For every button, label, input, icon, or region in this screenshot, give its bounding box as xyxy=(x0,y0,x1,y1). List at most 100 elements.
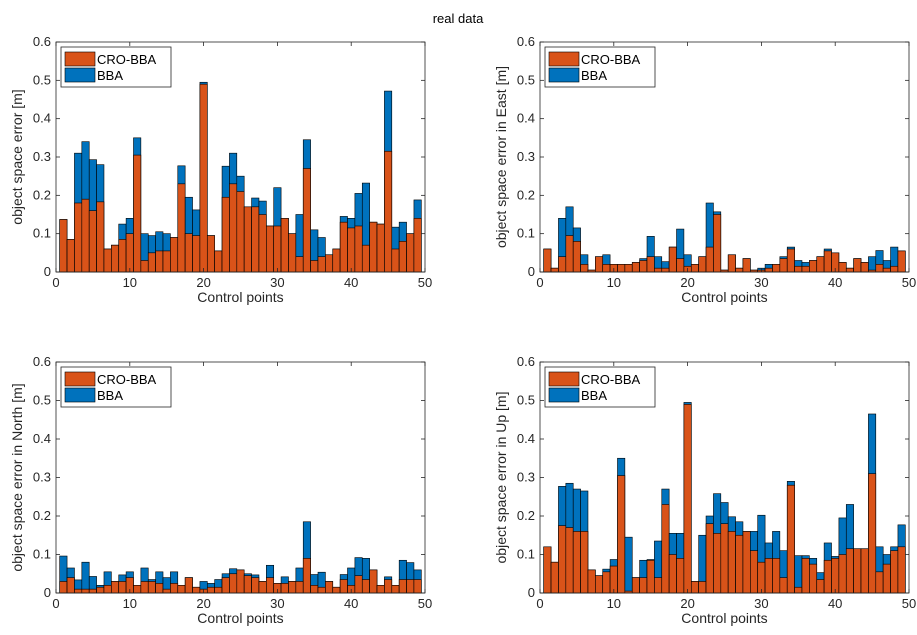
bar-cro-bba xyxy=(838,554,847,594)
bar-cro-bba xyxy=(742,258,751,273)
bar-cro-bba xyxy=(258,214,267,273)
bar-cro-bba xyxy=(295,581,304,594)
bar-cro-bba xyxy=(243,575,252,594)
bar-cro-bba xyxy=(206,235,215,273)
bar-cro-bba xyxy=(96,201,105,273)
bar-cro-bba xyxy=(177,183,186,273)
bar-cro-bba xyxy=(266,577,275,594)
legend-label: CRO-BBA xyxy=(581,52,641,67)
x-tick-label: 50 xyxy=(902,275,916,290)
bar-cro-bba xyxy=(376,584,385,594)
bar-cro-bba xyxy=(631,577,640,594)
x-tick-label: 0 xyxy=(536,596,543,611)
y-tick-label: 0 xyxy=(528,264,535,279)
bar-cro-bba xyxy=(602,264,611,273)
y-tick-label: 0.5 xyxy=(517,72,535,87)
legend-swatch xyxy=(64,67,96,83)
bar-cro-bba xyxy=(347,227,356,273)
bar-cro-bba xyxy=(133,584,142,594)
bar-cro-bba xyxy=(74,588,83,594)
bar-cro-bba xyxy=(882,267,891,273)
legend-swatch xyxy=(64,51,96,67)
bar-cro-bba xyxy=(845,267,854,273)
bar-cro-bba xyxy=(801,265,810,273)
bar-cro-bba xyxy=(170,237,179,273)
bar-cro-bba xyxy=(816,579,825,594)
bar-cro-bba xyxy=(125,233,134,273)
bar-cro-bba xyxy=(816,256,825,273)
bar-cro-bba xyxy=(133,154,142,273)
bar-cro-bba xyxy=(384,579,393,594)
bar-cro-bba xyxy=(391,584,400,594)
bar-cro-bba xyxy=(332,586,341,594)
legend-swatch xyxy=(64,387,96,403)
y-tick-label: 0.4 xyxy=(517,431,535,446)
bar-cro-bba xyxy=(236,191,245,273)
bar-bba xyxy=(868,256,877,273)
bar-cro-bba xyxy=(875,571,884,594)
bar-cro-bba xyxy=(580,531,589,594)
bar-cro-bba xyxy=(809,563,818,594)
bar-cro-bba xyxy=(118,239,127,273)
legend-label: CRO-BBA xyxy=(581,372,641,387)
bar-cro-bba xyxy=(332,248,341,273)
bar-cro-bba xyxy=(646,559,655,594)
x-tick-label: 30 xyxy=(270,275,284,290)
bar-cro-bba xyxy=(214,586,223,594)
y-tick-label: 0.1 xyxy=(33,547,51,562)
bar-cro-bba xyxy=(735,267,744,273)
x-tick-label: 40 xyxy=(828,596,842,611)
bar-cro-bba xyxy=(280,218,289,273)
bar-cro-bba xyxy=(727,254,736,273)
x-axis-label: Control points xyxy=(681,289,767,305)
bar-cro-bba xyxy=(875,264,884,273)
legend-swatch xyxy=(548,387,580,403)
bar-cro-bba xyxy=(595,256,604,273)
bar-cro-bba xyxy=(890,265,899,273)
bar-cro-bba xyxy=(103,248,112,273)
bar-cro-bba xyxy=(288,233,297,273)
bar-cro-bba xyxy=(617,475,626,594)
legend-label: BBA xyxy=(97,388,123,403)
bar-cro-bba xyxy=(221,196,230,273)
y-tick-label: 0 xyxy=(528,585,535,600)
bar-cro-bba xyxy=(406,579,415,594)
bar-cro-bba xyxy=(229,183,238,273)
bar-cro-bba xyxy=(698,256,707,273)
chart-panel-overall: 0 10 20 30 40 50 0 0.1 0.2 0.3 0.4 0.5 0.6 Control po… xyxy=(9,34,432,305)
y-tick-label: 0.5 xyxy=(33,393,51,408)
bar-cro-bba xyxy=(897,250,906,273)
bar-cro-bba xyxy=(118,581,127,594)
bar-cro-bba xyxy=(184,233,193,273)
bar-cro-bba xyxy=(823,559,832,594)
bar-cro-bba xyxy=(772,264,781,273)
y-tick-label: 0.4 xyxy=(33,431,51,446)
bar-cro-bba xyxy=(310,584,319,594)
y-tick-label: 0.2 xyxy=(517,187,535,202)
bar-cro-bba xyxy=(661,504,670,594)
x-tick-label: 0 xyxy=(52,596,59,611)
x-tick-label: 20 xyxy=(196,275,210,290)
bar-cro-bba xyxy=(572,531,581,594)
y-tick-label: 0.3 xyxy=(517,470,535,485)
bar-cro-bba xyxy=(280,583,289,594)
chart-panel-up: 0 10 20 30 40 50 0 0.1 0.2 0.3 0.4 0.5 0.6 Control po… xyxy=(493,354,916,626)
bar-cro-bba xyxy=(229,573,238,594)
bar-cro-bba xyxy=(155,250,164,273)
bar-cro-bba xyxy=(74,202,83,273)
y-tick-label: 0.3 xyxy=(33,149,51,164)
bar-cro-bba xyxy=(705,523,714,594)
bar-cro-bba xyxy=(720,523,729,594)
bar-cro-bba xyxy=(757,561,766,594)
bar-cro-bba xyxy=(147,581,156,594)
bar-cro-bba xyxy=(668,246,677,273)
bar-cro-bba xyxy=(705,246,714,273)
x-tick-label: 40 xyxy=(828,275,842,290)
bar-cro-bba xyxy=(339,221,348,273)
bar-cro-bba xyxy=(66,577,75,594)
bar-cro-bba xyxy=(111,581,120,594)
bar-cro-bba xyxy=(325,581,334,594)
bar-cro-bba xyxy=(251,206,260,273)
bar-cro-bba xyxy=(713,214,722,273)
